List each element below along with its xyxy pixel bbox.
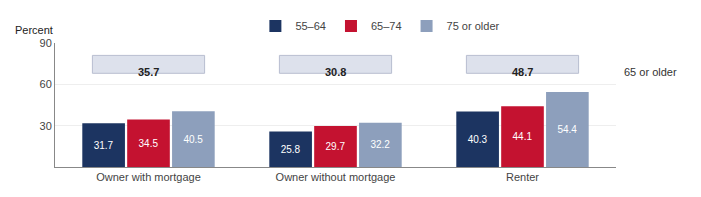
svg-text:32.2: 32.2 bbox=[370, 139, 390, 150]
svg-text:55–64: 55–64 bbox=[295, 20, 326, 32]
svg-text:35.7: 35.7 bbox=[138, 66, 159, 78]
svg-text:Percent: Percent bbox=[15, 24, 53, 36]
svg-text:29.7: 29.7 bbox=[326, 141, 346, 152]
svg-text:40.3: 40.3 bbox=[468, 134, 488, 145]
svg-text:30: 30 bbox=[40, 120, 52, 132]
svg-text:40.5: 40.5 bbox=[183, 134, 203, 145]
svg-text:34.5: 34.5 bbox=[139, 138, 159, 149]
svg-text:44.1: 44.1 bbox=[513, 131, 533, 142]
svg-text:25.8: 25.8 bbox=[281, 144, 301, 155]
svg-text:31.7: 31.7 bbox=[94, 140, 114, 151]
svg-text:75 or older: 75 or older bbox=[447, 20, 500, 32]
svg-text:54.4: 54.4 bbox=[557, 124, 577, 135]
svg-text:60: 60 bbox=[40, 78, 52, 90]
svg-text:65–74: 65–74 bbox=[371, 20, 402, 32]
svg-text:90: 90 bbox=[40, 37, 52, 49]
svg-text:Owner with mortgage: Owner with mortgage bbox=[96, 171, 201, 183]
svg-text:30.8: 30.8 bbox=[325, 66, 346, 78]
svg-text:48.7: 48.7 bbox=[512, 66, 533, 78]
svg-text:Owner without mortgage: Owner without mortgage bbox=[276, 171, 396, 183]
svg-text:Renter: Renter bbox=[506, 171, 539, 183]
svg-text:65 or older: 65 or older bbox=[624, 66, 677, 78]
